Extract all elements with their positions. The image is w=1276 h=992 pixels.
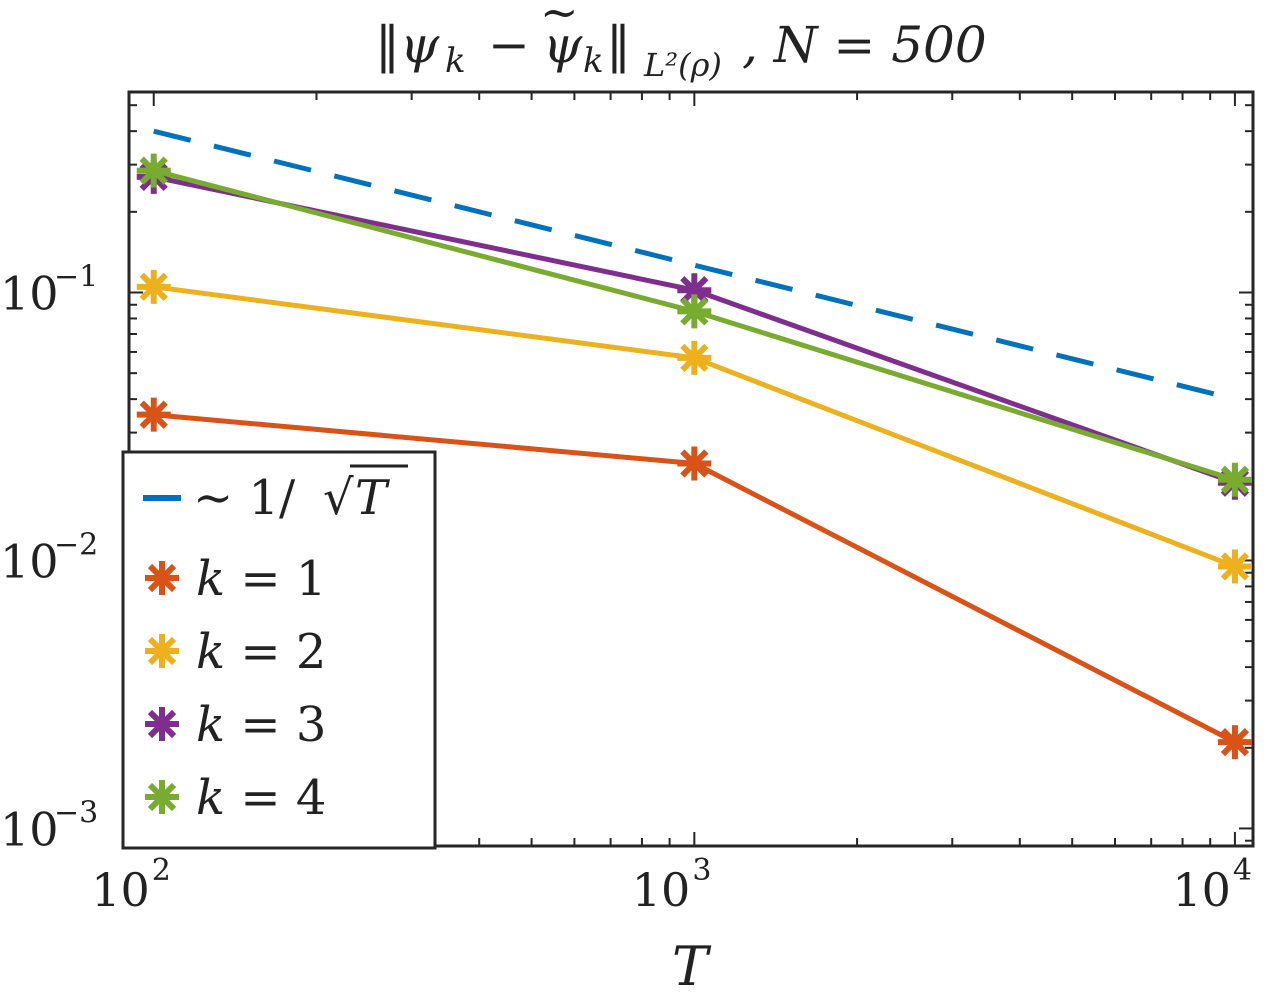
series-layer [136,128,1252,760]
legend-marker-k3 [145,707,179,741]
data-point-k4 [677,294,712,329]
title-tail: , N = 500 [742,16,987,74]
marker-stroke [1220,727,1250,757]
title-tilde: ~ [540,0,579,39]
legend-label-rest: = 4 [225,770,326,826]
marker-stroke [680,343,709,373]
legend-reference-var: T [355,470,390,526]
data-point-k4 [1217,462,1252,497]
x-tick-label-exp: 4 [1233,853,1252,888]
data-point-k1 [1217,725,1252,760]
title-psi-tilde: ψ [543,16,583,74]
legend-label-var: k [196,697,225,753]
marker-stroke [147,709,177,739]
legend-reference-sqrt: √ [323,470,354,526]
marker-stroke [680,276,709,305]
marker-stroke [147,563,177,593]
legend-entries: k = 1k = 2k = 3k = 4 [145,551,326,826]
marker-stroke [139,400,168,429]
y-tick-label: 10−2 [0,527,98,588]
title-sub-k2: k [583,41,604,81]
legend: ∼ 1/ √ T k = 1k = 2k = 3k = 4 [121,450,437,850]
title-sub-k: k [445,41,466,81]
data-point-k4 [136,153,171,188]
data-point-k2 [1217,549,1252,584]
y-tick-label-exp: −2 [54,527,98,562]
legend-label-var: k [196,551,225,607]
x-tick-label: 10 2 [91,853,171,917]
legend-label-k2: k = 2 [196,624,326,680]
x-tick-label-exp: 3 [692,853,711,888]
y-tick-label: 10−1 [0,259,98,320]
title-norm-psi: ‖ψ [375,16,440,74]
y-tick-label-base: 10 [0,534,59,588]
marker-stroke [147,636,177,666]
x-tick-label-base: 10 [91,863,150,917]
x-tick-label: 10 3 [632,853,712,917]
marker-stroke [680,297,709,326]
legend-marker-k1 [145,561,179,595]
x-tick-label-exp: 2 [152,853,171,888]
legend-label-var: k [196,770,225,826]
legend-reference-label: ∼ 1/ √ T [193,464,408,526]
marker-stroke [147,782,177,812]
legend-marker-k4 [145,780,179,814]
axis-tick-labels: 10 2 10 3 10 410−310−210−1 [0,259,1252,917]
marker-stroke [1220,552,1250,581]
marker-stroke [139,156,168,185]
x-axis-label: T [672,935,712,992]
data-point-k1 [677,446,712,481]
y-tick-label-exp: −1 [54,259,98,294]
series-line-k3 [153,174,1236,486]
legend-label-rest: = 2 [225,624,326,680]
y-tick-label-base: 10 [0,802,59,856]
legend-marker-k2 [145,634,179,668]
legend-label-rest: = 1 [225,551,326,607]
y-tick-label-exp: −3 [54,795,98,830]
x-tick-label-base: 10 [1172,863,1231,917]
legend-label-var: k [196,624,225,680]
marker-stroke [680,449,709,478]
x-tick-label-base: 10 [632,863,691,917]
title-norm-end: ‖ [606,16,631,74]
legend-label-k4: k = 4 [196,770,326,826]
legend-reference-prefix: ∼ 1/ [193,470,296,526]
legend-label-rest: = 3 [225,697,326,753]
marker-stroke [139,272,168,301]
data-point-k1 [136,397,171,432]
title-minus: − [488,16,530,74]
y-tick-label-base: 10 [0,266,59,320]
legend-label-k3: k = 3 [196,697,326,753]
marker-stroke [1220,465,1250,494]
y-tick-label: 10−3 [0,795,98,856]
x-tick-label: 10 4 [1172,853,1252,917]
legend-box [121,450,437,850]
title-subscript: L²(ρ) [643,46,722,84]
chart-title: ‖ψ k − ψ ~ k ‖ L²(ρ) , N = 500 [375,0,987,84]
legend-label-k1: k = 1 [196,551,326,607]
data-point-k2 [136,269,171,304]
data-point-k2 [677,340,712,375]
